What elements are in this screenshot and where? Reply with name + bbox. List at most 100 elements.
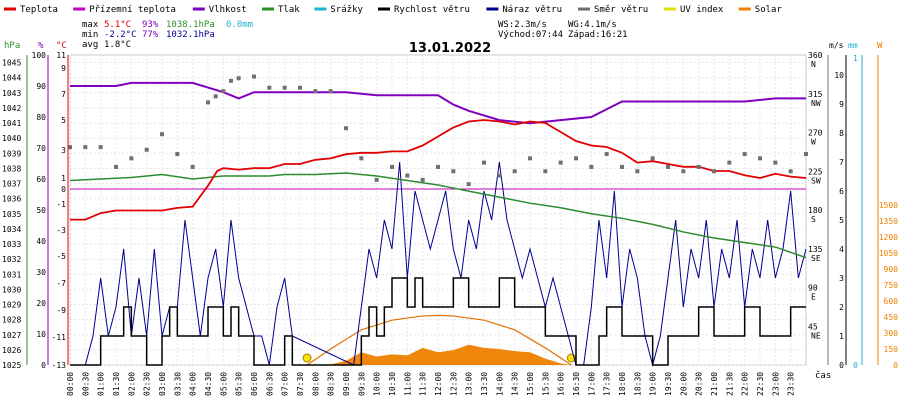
chart-title: 13.01.2022 — [409, 41, 491, 56]
pct-tick-label: 70 — [36, 144, 46, 153]
x-axis-unit: čas — [815, 370, 831, 381]
x-tick-label: 01:00 — [97, 372, 106, 396]
x-tick-label: 14:30 — [511, 372, 520, 396]
wind-direction-point — [696, 164, 701, 169]
x-tick-label: 02:30 — [143, 372, 152, 396]
dir-tick-compass: W — [811, 138, 816, 147]
pct-tick-label: 20 — [36, 299, 46, 308]
temperature-line — [70, 119, 807, 221]
x-tick-label: 03:00 — [158, 372, 167, 396]
x-tick-label: 22:30 — [756, 372, 765, 396]
wind-direction-point — [650, 156, 655, 161]
stats-max-hum: 93% — [142, 20, 159, 30]
x-tick-label: 14:00 — [495, 372, 504, 396]
hpa-tick-label: 1045 — [2, 59, 21, 68]
x-tick-label: 08:00 — [311, 372, 320, 396]
hpa-tick-label: 1025 — [2, 361, 21, 370]
wind-direction-point — [374, 177, 379, 182]
legend-label: Rychlost větru — [394, 5, 470, 15]
wind-direction-point — [390, 164, 394, 169]
legend-label: Tlak — [278, 5, 300, 15]
hpa-tick-label: 1032 — [2, 255, 21, 264]
wind-direction-point — [114, 164, 118, 169]
axes: 00:00 00:30 01:00 01:30 02:00 02:30 03:00 03:30… — [2, 41, 898, 396]
wind-direction-point — [313, 89, 318, 94]
w-tick-label: 1050 — [879, 249, 898, 258]
wind-direction-point — [144, 147, 149, 152]
hpa-tick-label: 1029 — [2, 301, 21, 310]
wind-direction-point — [298, 85, 302, 90]
dir-tick-compass: NW — [811, 99, 821, 108]
x-tick-label: 01:30 — [112, 372, 121, 396]
wind-direction-point — [742, 152, 747, 157]
ms-tick-label: 1 — [839, 332, 844, 341]
dir-tick-label: 315 — [808, 90, 823, 99]
hpa-tick-label: 1039 — [2, 149, 21, 158]
wind-direction-point — [328, 89, 333, 94]
info-wg: WG:4.1m/s — [568, 20, 617, 30]
hpa-tick-label: 1031 — [2, 270, 21, 279]
wind-direction-point — [206, 100, 210, 105]
solar-area — [306, 344, 572, 365]
temp-tick-label: -3 — [56, 226, 66, 235]
x-tick-label: 22:00 — [741, 372, 750, 396]
temp-tick-label: -5 — [56, 252, 66, 261]
temp-tick-label: -11 — [52, 333, 67, 342]
hpa-tick-label: 1033 — [2, 240, 21, 249]
x-tick-label: 16:00 — [557, 372, 566, 396]
x-tick-label: 17:00 — [587, 372, 596, 396]
dir-tick-compass: S — [811, 215, 816, 224]
wind-direction-point — [543, 169, 548, 174]
stats-min-temp: -2.2°C — [104, 30, 137, 40]
legend-label: UV index — [680, 5, 724, 15]
pct-unit-label: % — [38, 41, 44, 51]
w-tick-label: 150 — [884, 345, 899, 354]
mm-tick-label: 0 — [853, 361, 858, 370]
wind-direction-point — [758, 156, 762, 161]
wind-direction-point — [83, 145, 88, 150]
solar-theoretical-line — [306, 314, 572, 366]
temp-tick-label: -9 — [56, 306, 66, 315]
pct-tick-label: 100 — [32, 51, 47, 60]
wind-direction-point — [482, 160, 486, 165]
ms-tick-label: 3 — [839, 274, 844, 283]
temp-tick-label: 7 — [61, 90, 66, 99]
wind-direction-point — [635, 169, 640, 174]
wind-direction-point — [620, 164, 624, 169]
info-ws: WS:2.3m/s — [498, 20, 547, 30]
legend-label: Vlhkost — [209, 5, 247, 15]
wind-direction-point — [236, 76, 241, 81]
pct-tick-label: 60 — [36, 175, 46, 184]
pct-tick-label: 40 — [36, 237, 46, 246]
legend-label: Přízemní teplota — [89, 5, 176, 15]
wind-direction-point — [604, 152, 609, 157]
wind-direction-point — [160, 132, 164, 137]
wind-direction-point — [175, 152, 180, 157]
wind-direction-point — [436, 164, 440, 169]
w-tick-label: 300 — [884, 329, 899, 338]
wind-direction-point — [190, 164, 195, 169]
hpa-tick-label: 1044 — [2, 74, 21, 83]
plot-area — [68, 74, 808, 367]
stats-avg-temp: 1.8°C — [104, 40, 131, 50]
x-tick-label: 20:30 — [695, 372, 704, 396]
temp-tick-label: 11 — [56, 51, 66, 60]
hpa-tick-label: 1038 — [2, 164, 21, 173]
x-tick-label: 19:00 — [649, 372, 658, 396]
wind-direction-point — [229, 78, 233, 83]
legend: Teplota Přízemní teplota Vlhkost Tlak Srážky… — [4, 5, 782, 15]
stats-min-hum: 77% — [142, 30, 159, 40]
x-tick-label: 16:30 — [572, 372, 581, 396]
stats-max-label: max — [82, 20, 99, 30]
w-tick-label: 750 — [884, 281, 899, 290]
x-tick-label: 21:00 — [710, 372, 719, 396]
hpa-tick-label: 1026 — [2, 346, 21, 355]
dir-tick-label: 135 — [808, 245, 823, 254]
ms-tick-label: 6 — [839, 187, 844, 196]
hpa-tick-label: 1028 — [2, 316, 21, 325]
wind-direction-point — [497, 173, 502, 178]
wind-direction-point — [773, 160, 778, 165]
stats-avg-label: avg — [82, 40, 98, 50]
dir-tick-compass: NE — [811, 331, 821, 340]
